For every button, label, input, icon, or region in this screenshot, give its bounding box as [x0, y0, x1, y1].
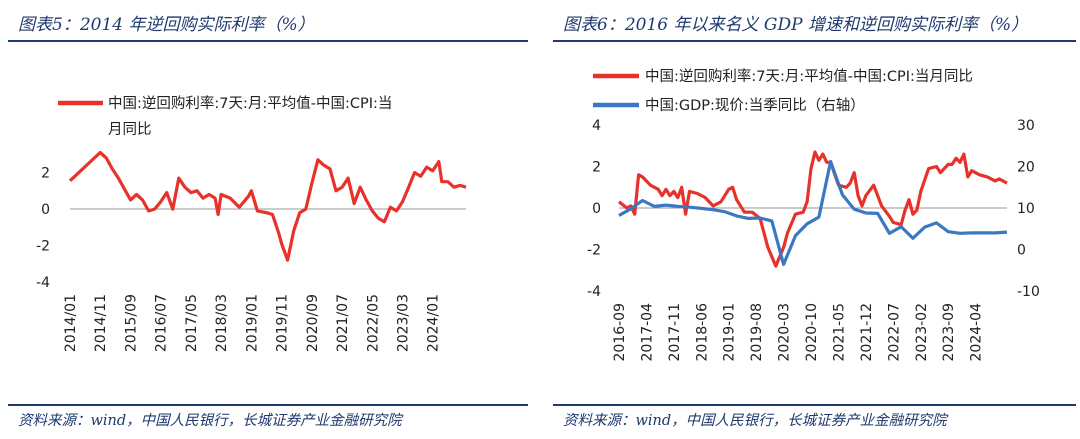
- right-chart-panel: 图表6：2016 年以来名义 GDP 增速和逆回购实际利率（%） 4 2 0 -2 -4…: [545, 0, 1080, 439]
- left-chart-panel: 图表5：2014 年逆回购实际利率（%） 2 0 -2 -4 2014/01 2014/1…: [0, 0, 532, 439]
- left-line-chart: 2 0 -2 -4 2014/01 2014/11 2015/09 2016/07 2017/0…: [36, 95, 467, 352]
- x-tick-label: 2014/11: [93, 294, 109, 352]
- series-line-reverse-repo-real-rate: [68, 150, 467, 262]
- y-left-tick-label: -2: [587, 243, 601, 259]
- x-tick-label: 2014/01: [63, 294, 79, 352]
- x-tick-label: 2023-02: [914, 303, 930, 362]
- x-tick-label: 2016/07: [154, 294, 170, 352]
- title-divider: [8, 40, 528, 42]
- x-tick-label: 2021-05: [831, 303, 847, 362]
- x-tick-label: 2017/05: [184, 294, 200, 352]
- legend-label: 中国:GDP:现价:当季同比（右轴）: [645, 97, 865, 114]
- x-tick-label: 2024-04: [969, 303, 985, 362]
- x-tick-label: 2023/03: [396, 294, 412, 352]
- x-tick-label: 2018/03: [214, 294, 230, 352]
- x-tick-label: 2015/09: [123, 294, 139, 352]
- y-right-tick-label: 10: [1017, 201, 1035, 217]
- x-tick-label: 2022-07: [886, 303, 902, 362]
- legend-label-line2: 月同比: [108, 121, 152, 138]
- chart-title: 图表6：2016 年以来名义 GDP 增速和逆回购实际利率（%）: [563, 15, 1029, 35]
- x-tick-label: 2021/07: [335, 294, 351, 352]
- y-left-tick-label: 0: [592, 201, 601, 217]
- x-tick-label: 2023-09: [941, 303, 957, 362]
- y-tick-label: 2: [41, 166, 50, 182]
- legend-label: 中国:逆回购利率:7天:月:平均值-中国:CPI:当月同比: [645, 68, 973, 85]
- y-left-tick-label: 4: [592, 118, 601, 134]
- y-left-tick-label: 2: [592, 160, 601, 176]
- y-tick-label: -2: [36, 239, 50, 255]
- y-tick-label: 0: [41, 202, 50, 218]
- x-tick-label: 2018-06: [694, 303, 710, 362]
- x-tick-label: 2019/11: [275, 294, 291, 352]
- x-tick-label: 2020/09: [305, 294, 321, 352]
- x-tick-label: 2019-08: [749, 303, 765, 362]
- y-right-tick-label: 20: [1017, 160, 1035, 176]
- x-tick-label: 2017-04: [639, 303, 655, 362]
- x-tick-label: 2016-09: [612, 303, 628, 362]
- source-divider: [553, 404, 1076, 406]
- series-line-nominal-gdp: [618, 159, 1008, 266]
- y-right-tick-label: 0: [1017, 243, 1026, 259]
- x-tick-label: 2022/05: [365, 294, 381, 352]
- y-right-tick-label: -10: [1017, 284, 1040, 300]
- x-tick-label: 2019/01: [244, 294, 260, 352]
- source-note: 资料来源：wind，中国人民银行，长城证券产业金融研究院: [18, 413, 402, 429]
- x-tick-label: 2020-10: [804, 303, 820, 362]
- chart-title: 图表5：2014 年逆回购实际利率（%）: [18, 15, 315, 35]
- source-note: 资料来源：wind，中国人民银行，长城证券产业金融研究院: [563, 413, 947, 429]
- x-tick-label: 2017-11: [667, 303, 683, 362]
- x-tick-label: 2020-03: [777, 303, 793, 362]
- x-tick-label: 2019-01: [722, 303, 738, 362]
- x-tick-label: 2021-12: [859, 303, 875, 362]
- title-divider: [553, 40, 1076, 42]
- legend-label-line1: 中国:逆回购利率:7天:月:平均值-中国:CPI:当: [108, 95, 392, 112]
- x-tick-label: 2024/01: [426, 294, 442, 352]
- series-line-reverse-repo-real-rate: [618, 150, 1008, 268]
- source-divider: [8, 404, 528, 406]
- y-right-tick-label: 30: [1017, 118, 1035, 134]
- y-tick-label: -4: [36, 275, 50, 291]
- y-left-tick-label: -4: [587, 284, 601, 300]
